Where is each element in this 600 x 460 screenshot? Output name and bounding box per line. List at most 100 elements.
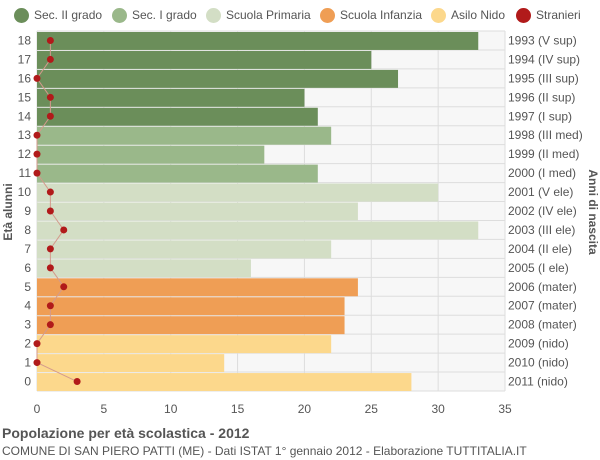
age-label: 3 (24, 318, 31, 332)
age-label: 13 (18, 128, 32, 142)
birth-year-labels: 1993 (V sup) 1994 (IV sup) 1995 (III sup) 1… (508, 33, 583, 388)
bar-age-0 (37, 373, 412, 391)
birth-year-label: 1993 (V sup) (508, 33, 577, 47)
legend-item-scuola-primaria: Scuola Primaria (206, 6, 311, 24)
chart-source: COMUNE DI SAN PIERO PATTI (ME) - Dati IS… (2, 444, 527, 458)
stranieri-point (33, 340, 41, 348)
birth-year-label: 1999 (II med) (508, 147, 579, 161)
legend-swatch-sec-i-grado (112, 7, 127, 23)
legend-label-asilo-nido: Asilo Nido (451, 8, 506, 22)
age-label: 10 (18, 185, 32, 199)
legend-label-stranieri: Stranieri (536, 8, 581, 22)
x-tick-label: 20 (298, 402, 312, 416)
birth-year-label: 2002 (IV ele) (508, 204, 577, 218)
age-label: 7 (24, 242, 31, 256)
stranieri-point (33, 359, 41, 367)
bar-age-16 (37, 69, 399, 88)
age-label: 11 (19, 166, 32, 180)
age-label: 6 (24, 261, 31, 275)
x-tick-label: 15 (231, 402, 245, 416)
stranieri-point (46, 207, 54, 215)
stranieri-point (46, 93, 54, 101)
birth-year-label: 2005 (I ele) (508, 261, 569, 275)
legend-swatch-stranieri (516, 7, 531, 23)
bar-age-18 (37, 32, 479, 50)
stranieri-point (46, 55, 54, 63)
legend-label-sec-i-grado: Sec. I grado (132, 8, 197, 22)
stranieri-point (46, 245, 54, 253)
age-label: 9 (24, 204, 31, 218)
x-tick-label: 10 (164, 402, 178, 416)
age-label: 15 (18, 90, 32, 104)
birth-year-label: 2001 (V ele) (508, 185, 573, 199)
bar-age-8 (37, 221, 479, 240)
age-label: 0 (24, 375, 31, 389)
birth-year-label: 2000 (I med) (508, 166, 576, 180)
birth-year-label: 2004 (II ele) (508, 242, 572, 256)
stranieri-point (33, 74, 41, 82)
bar-age-17 (37, 50, 372, 69)
legend-item-sec-ii-grado: Sec. II grado (14, 6, 102, 24)
legend-swatch-asilo-nido (431, 7, 446, 23)
stranieri-point (33, 131, 41, 139)
age-label: 17 (18, 52, 32, 66)
age-label: 16 (18, 71, 32, 85)
age-label: 18 (18, 33, 32, 47)
birth-year-label: 2009 (nido) (508, 337, 569, 351)
bar-age-15 (37, 88, 305, 107)
bar-age-11 (37, 164, 318, 183)
stranieri-point (73, 378, 81, 386)
bar-age-14 (37, 107, 318, 126)
legend-label-scuola-infanzia: Scuola Infanzia (340, 8, 423, 22)
stranieri-point (46, 321, 54, 329)
bar-age-2 (37, 335, 332, 354)
age-label: 2 (24, 337, 31, 351)
bar-age-4 (37, 297, 345, 316)
stranieri-point (60, 283, 68, 291)
bar-age-6 (37, 259, 251, 278)
bars-group (37, 32, 479, 391)
legend-item-sec-i-grado: Sec. I grado (112, 6, 197, 24)
age-label: 14 (18, 109, 32, 123)
age-label: 5 (24, 280, 31, 294)
age-label: 8 (24, 223, 31, 237)
legend-item-asilo-nido: Asilo Nido (431, 6, 505, 24)
bar-age-3 (37, 316, 345, 335)
bar-age-10 (37, 183, 439, 202)
stranieri-series (33, 36, 81, 386)
bar-age-5 (37, 278, 358, 297)
x-tick-label: 5 (101, 402, 108, 416)
legend-swatch-sec-ii-grado (14, 7, 29, 23)
bar-age-13 (37, 126, 332, 145)
birth-year-label: 2006 (mater) (508, 280, 577, 294)
chart-legend: Sec. II grado Sec. I grado Scuola Primar… (0, 6, 600, 24)
bar-age-12 (37, 145, 265, 164)
x-tick-label: 30 (431, 402, 445, 416)
stranieri-point (60, 226, 68, 234)
x-tick-label: 35 (498, 402, 512, 416)
y-axis-right-title: Anni di nascita (586, 169, 600, 255)
birth-year-label: 1998 (III med) (508, 128, 583, 142)
stranieri-point (46, 36, 54, 44)
legend-item-scuola-infanzia: Scuola Infanzia (320, 6, 422, 24)
birth-year-label: 1997 (I sup) (508, 109, 572, 123)
legend-swatch-scuola-primaria (206, 7, 221, 23)
bar-age-9 (37, 202, 358, 221)
stranieri-point (33, 150, 41, 158)
legend-label-sec-ii-grado: Sec. II grado (34, 8, 103, 22)
birth-year-label: 2010 (nido) (508, 356, 569, 370)
x-tick-labels: 0 5 10 15 20 25 30 35 (34, 402, 512, 416)
stranieri-point (46, 188, 54, 196)
age-label: 12 (18, 147, 32, 161)
y-axis-left-title: Età alunni (1, 183, 15, 240)
legend-swatch-scuola-infanzia (320, 7, 335, 23)
stranieri-point (46, 112, 54, 120)
age-label: 1 (24, 356, 31, 370)
birth-year-label: 1996 (II sup) (508, 90, 575, 104)
x-tick-label: 25 (365, 402, 379, 416)
birth-year-label: 1994 (IV sup) (508, 52, 580, 66)
bar-age-7 (37, 240, 332, 259)
legend-label-scuola-primaria: Scuola Primaria (226, 8, 311, 22)
x-tick-label: 0 (34, 402, 41, 416)
